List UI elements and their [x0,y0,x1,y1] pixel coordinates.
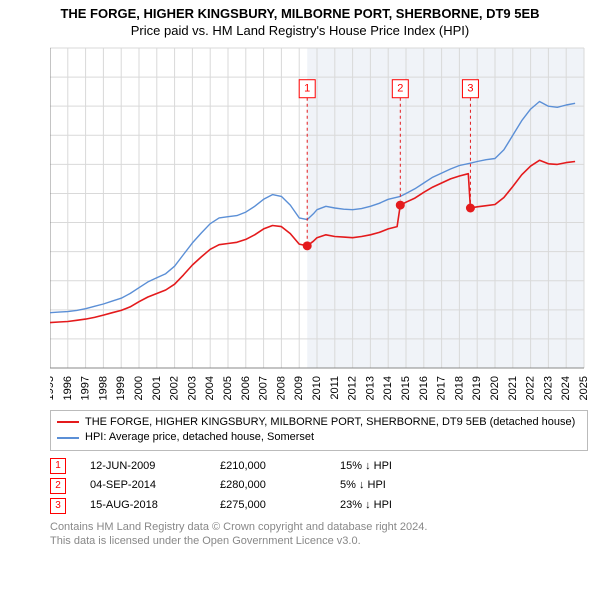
svg-text:2014: 2014 [382,376,394,400]
title-block: THE FORGE, HIGHER KINGSBURY, MILBORNE PO… [0,0,600,42]
svg-text:2010: 2010 [311,376,323,400]
svg-text:2005: 2005 [222,376,234,400]
svg-text:2021: 2021 [507,376,519,400]
sale-pct: 5% ↓ HPI [340,476,460,496]
legend-label-hpi: HPI: Average price, detached house, Some… [85,430,314,445]
sale-date: 12-JUN-2009 [90,457,220,477]
svg-text:2025: 2025 [578,376,588,400]
svg-text:3: 3 [467,83,473,95]
svg-text:2: 2 [397,83,403,95]
svg-text:1998: 1998 [97,376,109,400]
sales-table: 1 12-JUN-2009£210,00015% ↓ HPI 2 04-SEP-201… [50,457,588,516]
svg-text:2008: 2008 [275,376,287,400]
sales-row: 3 15-AUG-2018£275,00023% ↓ HPI [50,496,588,516]
svg-text:2015: 2015 [400,376,412,400]
sales-row: 2 04-SEP-2014£280,0005% ↓ HPI [50,476,588,496]
sales-row: 1 12-JUN-2009£210,00015% ↓ HPI [50,457,588,477]
svg-text:2006: 2006 [240,376,252,400]
sale-marker-icon: 2 [50,478,66,494]
svg-text:2019: 2019 [471,376,483,400]
svg-text:2007: 2007 [258,376,270,400]
svg-text:2009: 2009 [293,376,305,400]
svg-text:2000: 2000 [133,376,145,400]
svg-text:2013: 2013 [364,376,376,400]
sale-marker-icon: 3 [50,498,66,514]
sale-price: £280,000 [220,476,340,496]
svg-text:1995: 1995 [50,376,56,400]
svg-text:1996: 1996 [62,376,74,400]
svg-text:2001: 2001 [151,376,163,400]
svg-text:2004: 2004 [204,376,216,400]
legend-swatch-property [57,421,79,423]
svg-text:2011: 2011 [329,376,341,400]
legend: THE FORGE, HIGHER KINGSBURY, MILBORNE PO… [50,410,588,451]
chart-container: THE FORGE, HIGHER KINGSBURY, MILBORNE PO… [0,0,600,549]
sale-price: £275,000 [220,496,340,516]
attribution-line1: Contains HM Land Registry data © Crown c… [50,520,588,534]
chart-subtitle: Price paid vs. HM Land Registry's House … [10,23,590,40]
svg-text:2016: 2016 [418,376,430,400]
svg-text:2024: 2024 [560,376,572,400]
svg-text:1997: 1997 [80,376,92,400]
svg-text:2002: 2002 [169,376,181,400]
attribution: Contains HM Land Registry data © Crown c… [50,520,588,549]
attribution-line2: This data is licensed under the Open Gov… [50,534,588,548]
sale-date: 15-AUG-2018 [90,496,220,516]
svg-text:2023: 2023 [542,376,554,400]
plot-svg: £0£50K£100K£150K£200K£250K£300K£350K£400… [50,42,588,402]
legend-row-property: THE FORGE, HIGHER KINGSBURY, MILBORNE PO… [57,415,581,430]
svg-text:2018: 2018 [453,376,465,400]
svg-text:2022: 2022 [525,376,537,400]
svg-text:2020: 2020 [489,376,501,400]
plot-area: £0£50K£100K£150K£200K£250K£300K£350K£400… [50,42,588,402]
chart-title: THE FORGE, HIGHER KINGSBURY, MILBORNE PO… [10,6,590,23]
sale-date: 04-SEP-2014 [90,476,220,496]
svg-text:2003: 2003 [186,376,198,400]
sale-pct: 23% ↓ HPI [340,496,460,516]
legend-label-property: THE FORGE, HIGHER KINGSBURY, MILBORNE PO… [85,415,575,430]
svg-text:2012: 2012 [347,376,359,400]
sale-pct: 15% ↓ HPI [340,457,460,477]
legend-swatch-hpi [57,437,79,439]
svg-text:2017: 2017 [436,376,448,400]
sale-marker-icon: 1 [50,458,66,474]
svg-text:1: 1 [304,83,310,95]
legend-row-hpi: HPI: Average price, detached house, Some… [57,430,581,445]
sale-price: £210,000 [220,457,340,477]
svg-text:1999: 1999 [115,376,127,400]
